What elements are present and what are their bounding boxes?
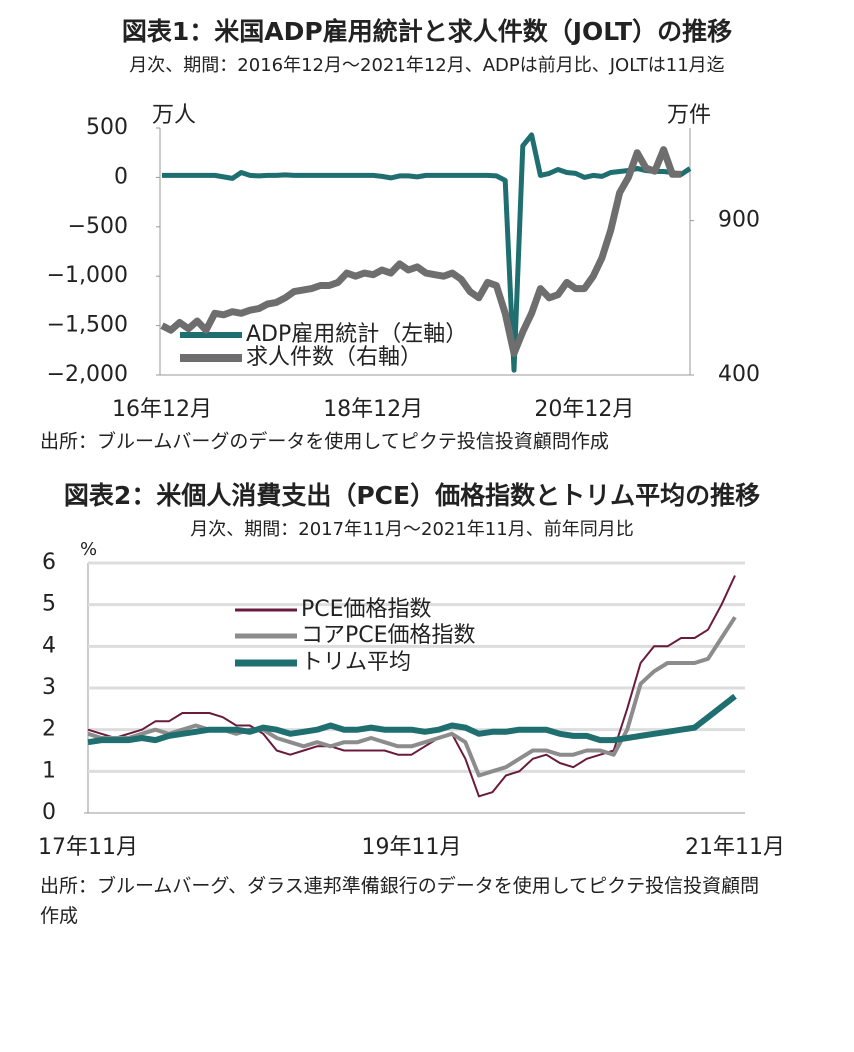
y-tick-label: 6 xyxy=(42,550,56,575)
legend-label: コアPCE価格指数 xyxy=(301,623,476,648)
chart-subtitle: 月次、期間：2017年11月～2021年11月、前年同月比 xyxy=(190,519,633,540)
chart-title: 図表2：米個人消費支出（PCE）価格指数とトリム平均の推移 xyxy=(64,481,760,510)
chart-subtitle: 月次、期間：2016年12月～2021年12月、ADPは前月比、JOLTは11月… xyxy=(129,55,724,76)
y-tick-label: 2 xyxy=(42,717,56,742)
x-tick-label: 18年12月 xyxy=(323,397,423,422)
series-line xyxy=(160,146,682,357)
legend-label: PCE価格指数 xyxy=(301,597,432,622)
y-tick-label: −1,000 xyxy=(47,263,128,288)
x-tick-label: 16年12月 xyxy=(112,397,212,422)
y2-tick-label: 400 xyxy=(718,362,760,387)
legend-label: トリム平均 xyxy=(301,650,411,675)
y-tick-label: 0 xyxy=(114,164,128,189)
legend-label: 求人件数（右軸） xyxy=(246,345,422,370)
chart-title: 図表1：米国ADP雇用統計と求人件数（JOLT）の推移 xyxy=(122,17,732,46)
y-tick-label: 500 xyxy=(86,115,128,140)
series-line xyxy=(87,575,736,798)
y-tick-label: 3 xyxy=(42,675,56,700)
x-tick-label: 21年11月 xyxy=(685,835,785,860)
x-tick-label: 17年11月 xyxy=(38,835,138,860)
y-tick-label: 1 xyxy=(42,758,56,783)
y2-axis-unit: 万件 xyxy=(667,103,711,128)
x-tick-label: 20年12月 xyxy=(534,397,634,422)
series-line xyxy=(87,693,737,746)
x-tick-label: 19年11月 xyxy=(362,835,462,860)
source: 出所：ブルームバーグ、ダラス連邦準備銀行のデータを使用してピクテ投信投資顧問作成 xyxy=(40,875,760,927)
y-tick-label: 0 xyxy=(42,800,56,825)
y2-tick-label: 900 xyxy=(718,208,760,233)
series-line xyxy=(162,132,692,373)
y-tick-label: 4 xyxy=(42,633,56,658)
y-tick-label: 5 xyxy=(42,592,56,617)
y-tick-label: −1,500 xyxy=(47,313,128,338)
y-tick-label: −500 xyxy=(68,214,128,239)
y-axis-unit: 万人 xyxy=(152,103,196,128)
series-line xyxy=(87,616,737,778)
legend-label: ADP雇用統計（左軸） xyxy=(246,322,467,347)
source: 出所：ブルームバーグのデータを使用してピクテ投信投資顧問作成 xyxy=(40,430,609,453)
y-axis-unit: % xyxy=(80,539,97,560)
y-tick-label: −2,000 xyxy=(47,362,128,387)
